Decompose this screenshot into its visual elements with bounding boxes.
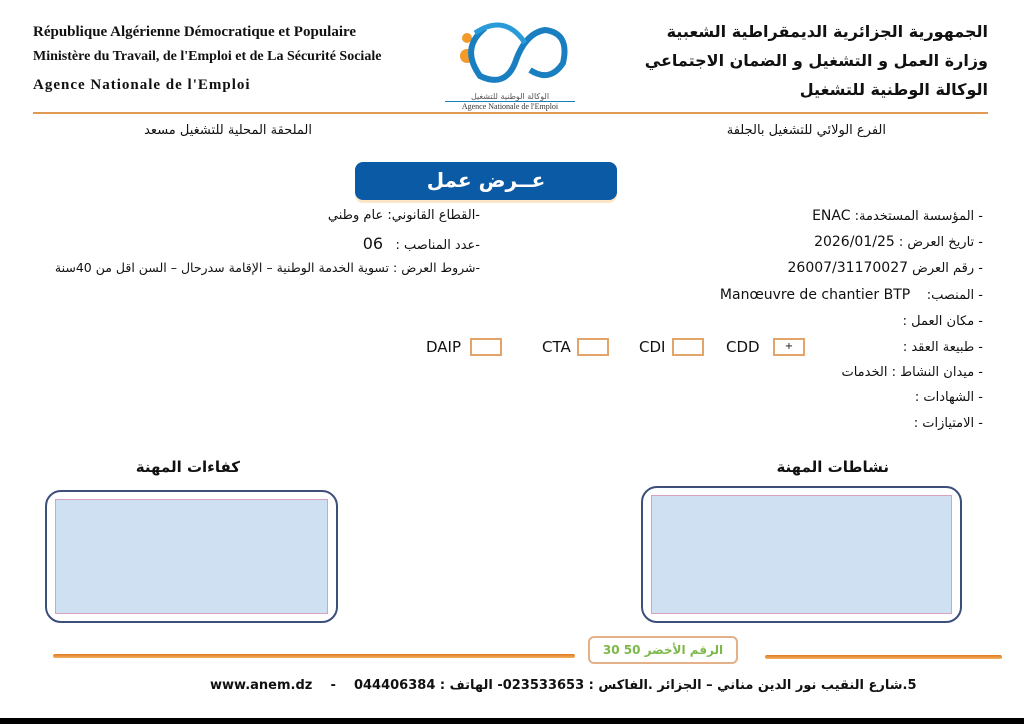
header-ar-line-2: وزارة العمل و التشغيل و الضمان الاجتماعي (644, 51, 988, 70)
field-position: - المنصب: Manœuvre de chantier BTP (719, 287, 983, 303)
skills-content[interactable] (55, 499, 328, 614)
header-ar-line-3: الوكالة الوطنية للتشغيل (799, 80, 988, 99)
field-benefits: - الامتيازات : (913, 416, 983, 431)
field-legal-sector: -القطاع القانوني: عام وطني (327, 208, 480, 223)
footer-line-right (765, 655, 1002, 659)
contract-cdi-label: CDI (639, 338, 666, 356)
field-contract-type: - طبيعة العقد : (902, 340, 983, 355)
contract-cta-checkbox[interactable] (577, 338, 609, 356)
header-fr-line-3: Agence Nationale de l'Emploi (33, 77, 251, 93)
field-offer-date: - تاريخ العرض : 2026/01/25 (814, 234, 983, 250)
header-ar-line-1: الجمهورية الجزائرية الديمقراطية الشعبية (666, 22, 988, 41)
contract-cdd-checkbox[interactable]: + (773, 338, 805, 356)
field-employer: - المؤسسة المستخدمة: ENAC (812, 208, 983, 224)
bottom-bar (0, 718, 1024, 724)
header-fr-line-2: Ministère du Travail, de l'Emploi et de … (33, 49, 382, 64)
header-divider (33, 112, 988, 114)
footer-line-left (53, 654, 575, 658)
address-text: 5.شارع النقيب نور الدين مناني – الجزائر … (353, 678, 917, 693)
activities-box[interactable] (641, 486, 962, 623)
field-activity: - ميدان النشاط : الخدمات (841, 365, 983, 380)
skills-heading: كفاءات المهنة (135, 458, 240, 476)
page-title: عــرض عمل (355, 162, 617, 200)
logo-icon (460, 22, 568, 83)
contract-cta-label: CTA (542, 338, 571, 356)
header-fr-line-1: République Algérienne Démocratique et Po… (33, 24, 357, 40)
branch-right: الفرع الولائي للتشغيل بالجلفة (726, 123, 886, 138)
activities-content[interactable] (651, 495, 952, 614)
field-workplace: - مكان العمل : (902, 314, 983, 329)
field-positions-count: -عدد المناصب : 06 (362, 234, 480, 253)
anem-logo: الوكالة الوطنية للتشغيل Agence Nationale… (445, 18, 575, 111)
contract-daip-label: DAIP (426, 338, 462, 356)
activities-heading: نشاطات المهنة (776, 458, 889, 476)
skills-box[interactable] (45, 490, 338, 623)
branch-left: الملحقة المحلية للتشغيل مسعد (144, 123, 312, 138)
footer-contact: www.anem.dz - 5.شارع النقيب نور الدين من… (210, 678, 917, 693)
field-diplomas: - الشهادات : (914, 390, 983, 405)
logo-ar-text: الوكالة الوطنية للتشغيل (470, 92, 550, 101)
contract-cdi-checkbox[interactable] (672, 338, 704, 356)
logo-fr-text: Agence Nationale de l'Emploi (445, 101, 575, 111)
field-offer-number: - رقم العرض 26007/31170027 (787, 260, 984, 276)
green-number-badge: الرقم الأخضر 50 30 (588, 636, 738, 664)
contract-cdd-label: CDD (726, 338, 760, 356)
contract-daip-checkbox[interactable] (470, 338, 502, 356)
field-offer-conditions: -شروط العرض : تسوية الخدمة الوطنية – الإ… (54, 260, 480, 275)
website-link[interactable]: www.anem.dz (210, 678, 313, 693)
